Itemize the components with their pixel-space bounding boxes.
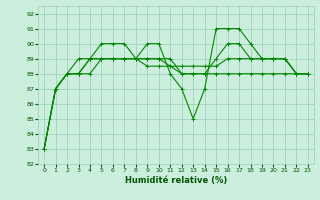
X-axis label: Humidité relative (%): Humidité relative (%) (125, 176, 227, 185)
